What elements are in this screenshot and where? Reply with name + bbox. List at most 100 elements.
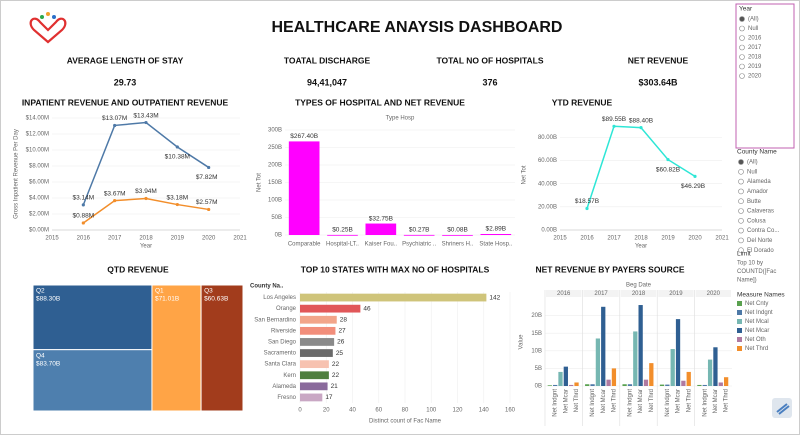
- x-tick-label: Net Thrd: [612, 389, 618, 412]
- radio-button[interactable]: [738, 247, 744, 253]
- data-label: 22: [332, 372, 340, 379]
- data-label: $3.14M: [72, 195, 94, 202]
- bar: [300, 393, 323, 402]
- bar: [574, 382, 579, 386]
- bar: [723, 377, 729, 386]
- chart-title: YTD REVENUE: [552, 97, 613, 107]
- data-label: $32.75B: [369, 215, 393, 222]
- filter-option: 2020: [748, 74, 762, 80]
- bar: [707, 359, 713, 386]
- radio-button[interactable]: [739, 44, 745, 51]
- x-tick-label: Net Mcar: [601, 389, 607, 413]
- x-tick-label: 20: [323, 408, 330, 414]
- x-tick-label: 2021: [715, 236, 729, 242]
- radio-button[interactable]: [739, 16, 745, 22]
- y-tick-label: $10.00M: [26, 148, 49, 154]
- line-point: [81, 221, 85, 225]
- filter-option: Alameda: [747, 179, 771, 185]
- y-tick-label: 80.00B: [538, 135, 557, 141]
- bar: [300, 349, 333, 357]
- radio-button[interactable]: [739, 25, 745, 32]
- filter-option: Colusa: [747, 218, 766, 224]
- filter-option: (All): [747, 160, 758, 166]
- radio-button[interactable]: [738, 227, 744, 234]
- treemap-cell: [151, 284, 202, 412]
- filter-option: 2016: [748, 36, 762, 42]
- data-label: $2.89B: [486, 226, 507, 233]
- bar: [590, 384, 595, 386]
- radio-button[interactable]: [738, 169, 744, 175]
- group-header: [583, 290, 619, 297]
- x-tick-label: 80: [402, 408, 409, 414]
- data-label: 142: [489, 294, 500, 301]
- cell-label: Q2: [36, 288, 45, 295]
- legend-label: Net Mcal: [745, 319, 769, 325]
- expand-icon[interactable]: [772, 398, 792, 418]
- y-axis-label: Net Tot: [522, 165, 528, 184]
- kpi-label: TOTAL NO OF HOSPITALS: [436, 55, 543, 65]
- bar: [300, 293, 487, 302]
- x-axis-label: Year: [635, 244, 647, 250]
- x-tick-label: Net Indgnt: [553, 389, 559, 417]
- bar: [563, 366, 568, 386]
- x-tick-label: 2019: [171, 236, 185, 242]
- bar: [622, 384, 627, 386]
- legend-label: Net Cnty: [745, 301, 768, 307]
- y-tick-label: 0B: [535, 384, 542, 390]
- line-point: [113, 199, 117, 203]
- y-tick-label: 5B: [535, 366, 542, 372]
- data-label: $0.27B: [409, 227, 430, 234]
- filter-title: Limit: [737, 251, 751, 258]
- radio-button[interactable]: [738, 218, 744, 224]
- kpi-label: AVERAGE LENGTH OF STAY: [67, 55, 184, 65]
- line-point: [175, 145, 179, 149]
- group-header: [620, 290, 657, 297]
- radio-button[interactable]: [739, 73, 745, 79]
- line-point: [666, 157, 670, 162]
- radio-button[interactable]: [738, 208, 744, 214]
- radio-button[interactable]: [738, 188, 744, 195]
- data-label: $3.94M: [135, 188, 157, 195]
- filter-option: 2017: [748, 45, 762, 51]
- line-point: [113, 123, 117, 128]
- y-tick-label: 20.00B: [538, 204, 557, 210]
- x-tick-label: 2016: [580, 236, 594, 242]
- data-label: $267.40B: [290, 133, 318, 140]
- bar: [300, 304, 361, 313]
- radio-button[interactable]: [739, 54, 745, 60]
- kpi-value: 94,41,047: [307, 77, 347, 87]
- radio-button[interactable]: [738, 178, 744, 185]
- legend-label: Net Indgnt: [745, 310, 773, 316]
- radio-button[interactable]: [739, 35, 745, 41]
- x-tick-label: Net Thrd: [574, 389, 580, 412]
- x-tick-label: 2016: [77, 236, 91, 242]
- y-axis-label: Gross Inpatient Revenue Per Day: [14, 129, 20, 219]
- group-header: [546, 290, 582, 297]
- y-tick-label: $2.00M: [29, 212, 49, 218]
- radio-button[interactable]: [738, 237, 744, 244]
- bar: [569, 384, 574, 386]
- y-tick-label: Riverside: [271, 328, 297, 334]
- legend-label: Net Oth: [745, 337, 766, 343]
- data-label: $3.18M: [166, 194, 188, 201]
- kpi-value: $303.64B: [638, 77, 678, 87]
- data-label: $0.08B: [447, 227, 468, 234]
- data-label: $88.40B: [629, 117, 653, 124]
- y-tick-label: Santa Clara: [264, 362, 296, 368]
- bar: [697, 384, 702, 386]
- line-point: [612, 124, 616, 128]
- bar: [665, 384, 670, 386]
- treemap-cell: [32, 349, 153, 412]
- data-label: $7.82M: [196, 174, 218, 181]
- radio-button[interactable]: [739, 63, 745, 70]
- y-tick-label: 20B: [531, 313, 542, 319]
- line-point: [207, 207, 211, 212]
- radio-button[interactable]: [738, 198, 744, 204]
- filter-option: Null: [748, 26, 758, 32]
- x-tick-label: Kaiser Fou..: [365, 242, 398, 248]
- line-point: [585, 206, 589, 211]
- x-tick-label: Net Indgnt: [628, 389, 634, 417]
- line-point: [144, 120, 148, 125]
- radio-button[interactable]: [738, 159, 744, 165]
